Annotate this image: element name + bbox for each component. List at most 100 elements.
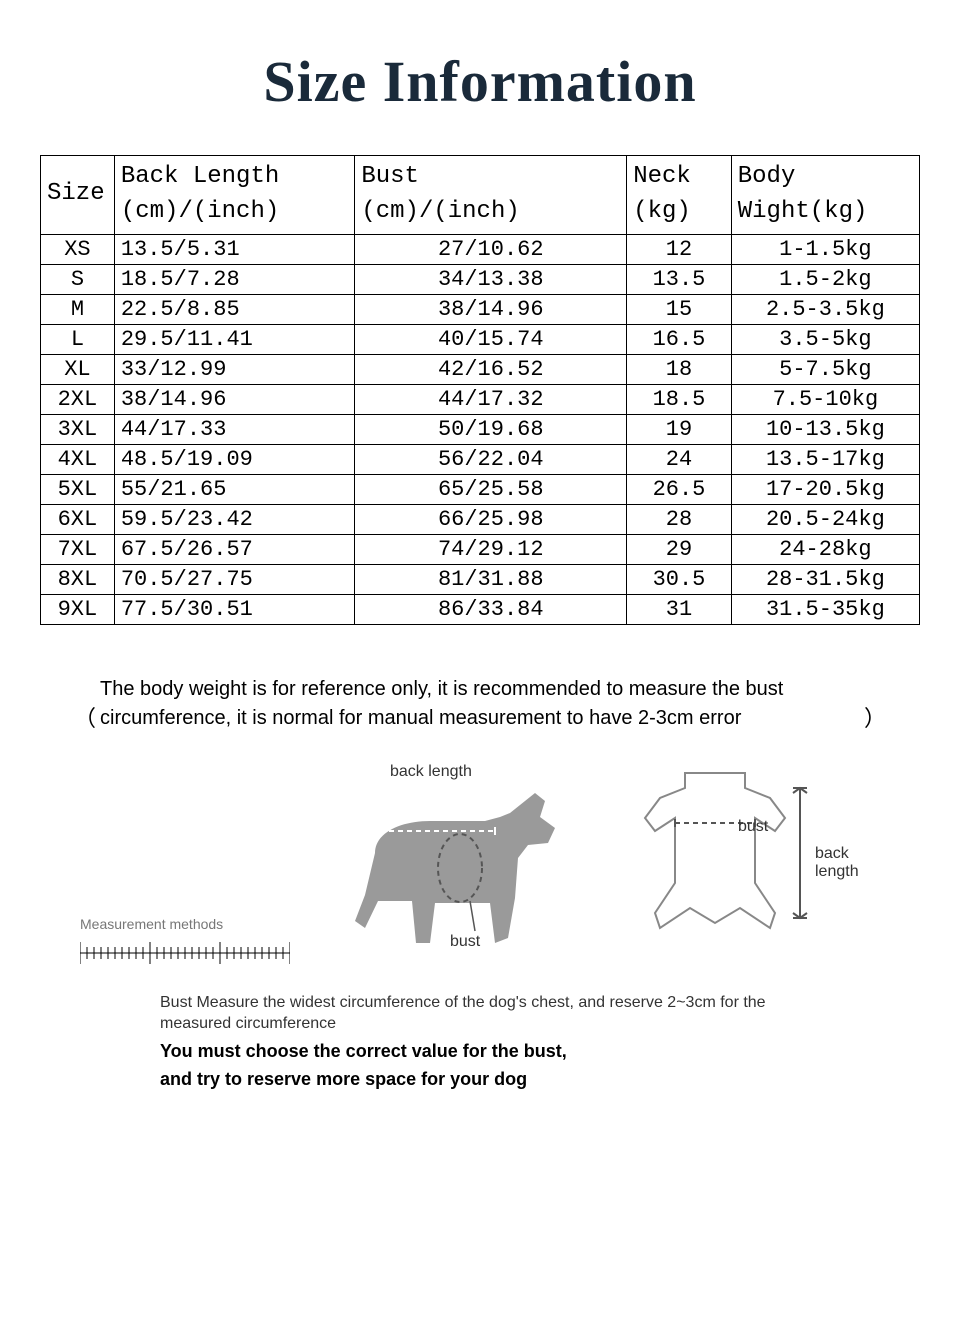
cell-neck: 31 — [627, 594, 732, 624]
cell-neck: 30.5 — [627, 564, 732, 594]
cell-back: 67.5/26.57 — [114, 534, 355, 564]
table-row: XS13.5/5.3127/10.62121-1.5kg — [41, 234, 920, 264]
cell-body: 20.5-24kg — [731, 504, 919, 534]
table-row: 8XL70.5/27.7581/31.8830.528-31.5kg — [41, 564, 920, 594]
cell-size: L — [41, 324, 115, 354]
table-row: 9XL77.5/30.5186/33.843131.5-35kg — [41, 594, 920, 624]
table-row: 3XL44/17.3350/19.681910-13.5kg — [41, 414, 920, 444]
cell-body: 1.5-2kg — [731, 264, 919, 294]
cell-body: 10-13.5kg — [731, 414, 919, 444]
note-text: The body weight is for reference only, i… — [100, 678, 783, 729]
ruler-label: Measurement methods — [80, 916, 310, 932]
table-row: XL33/12.9942/16.52185-7.5kg — [41, 354, 920, 384]
bold-line-1: You must choose the correct value for th… — [160, 1039, 800, 1063]
cell-size: 6XL — [41, 504, 115, 534]
table-row: M22.5/8.8538/14.96152.5-3.5kg — [41, 294, 920, 324]
cell-neck: 24 — [627, 444, 732, 474]
cell-back: 59.5/23.42 — [114, 504, 355, 534]
dog-back-label: back length — [390, 763, 472, 781]
jumpsuit-bust-label: bust — [738, 818, 768, 836]
ruler-block: Measurement methods — [80, 916, 310, 968]
dog-diagram: back length bust — [340, 783, 590, 968]
table-row: L29.5/11.4140/15.7416.53.5-5kg — [41, 324, 920, 354]
cell-back: 55/21.65 — [114, 474, 355, 504]
cell-bust: 34/13.38 — [355, 264, 627, 294]
dog-bust-label: bust — [450, 933, 480, 951]
cell-body: 2.5-3.5kg — [731, 294, 919, 324]
cell-bust: 56/22.04 — [355, 444, 627, 474]
table-row: 2XL38/14.9644/17.3218.57.5-10kg — [41, 384, 920, 414]
page-title: Size Information — [0, 48, 960, 115]
cell-neck: 28 — [627, 504, 732, 534]
jumpsuit-back-label: back length — [815, 845, 880, 881]
cell-bust: 38/14.96 — [355, 294, 627, 324]
cell-size: 4XL — [41, 444, 115, 474]
cell-neck: 26.5 — [627, 474, 732, 504]
cell-size: 3XL — [41, 414, 115, 444]
col-header-body: BodyWight(kg) — [731, 156, 919, 235]
cell-neck: 16.5 — [627, 324, 732, 354]
cell-back: 38/14.96 — [114, 384, 355, 414]
bust-hint: Bust Measure the widest circumference of… — [160, 992, 800, 1035]
cell-size: M — [41, 294, 115, 324]
cell-neck: 13.5 — [627, 264, 732, 294]
cell-body: 24-28kg — [731, 534, 919, 564]
cell-body: 3.5-5kg — [731, 324, 919, 354]
close-paren: ） — [864, 703, 886, 735]
measurement-note: （ The body weight is for reference only,… — [100, 675, 860, 733]
cell-neck: 18 — [627, 354, 732, 384]
col-header-bust: Bust(cm)/(inch) — [355, 156, 627, 235]
table-row: 5XL55/21.6565/25.5826.517-20.5kg — [41, 474, 920, 504]
cell-size: 2XL — [41, 384, 115, 414]
cell-back: 22.5/8.85 — [114, 294, 355, 324]
cell-neck: 19 — [627, 414, 732, 444]
cell-back: 48.5/19.09 — [114, 444, 355, 474]
cell-bust: 50/19.68 — [355, 414, 627, 444]
cell-back: 33/12.99 — [114, 354, 355, 384]
cell-size: XL — [41, 354, 115, 384]
cell-body: 13.5-17kg — [731, 444, 919, 474]
cell-back: 18.5/7.28 — [114, 264, 355, 294]
cell-back: 77.5/30.51 — [114, 594, 355, 624]
cell-body: 1-1.5kg — [731, 234, 919, 264]
cell-body: 28-31.5kg — [731, 564, 919, 594]
cell-size: 8XL — [41, 564, 115, 594]
cell-bust: 27/10.62 — [355, 234, 627, 264]
cell-bust: 86/33.84 — [355, 594, 627, 624]
cell-back: 29.5/11.41 — [114, 324, 355, 354]
col-header-back: Back Length(cm)/(inch) — [114, 156, 355, 235]
cell-size: 5XL — [41, 474, 115, 504]
cell-size: 7XL — [41, 534, 115, 564]
cell-size: S — [41, 264, 115, 294]
cell-neck: 18.5 — [627, 384, 732, 414]
cell-bust: 44/17.32 — [355, 384, 627, 414]
size-table: Size Back Length(cm)/(inch) Bust(cm)/(in… — [40, 155, 920, 625]
table-row: 7XL67.5/26.5774/29.122924-28kg — [41, 534, 920, 564]
cell-neck: 29 — [627, 534, 732, 564]
cell-bust: 42/16.52 — [355, 354, 627, 384]
cell-neck: 15 — [627, 294, 732, 324]
cell-bust: 40/15.74 — [355, 324, 627, 354]
table-row: S18.5/7.2834/13.3813.51.5-2kg — [41, 264, 920, 294]
cell-back: 70.5/27.75 — [114, 564, 355, 594]
cell-body: 5-7.5kg — [731, 354, 919, 384]
col-header-size: Size — [41, 156, 115, 235]
col-header-neck: Neck(kg) — [627, 156, 732, 235]
cell-neck: 12 — [627, 234, 732, 264]
cell-size: XS — [41, 234, 115, 264]
cell-bust: 65/25.58 — [355, 474, 627, 504]
cell-bust: 81/31.88 — [355, 564, 627, 594]
cell-bust: 66/25.98 — [355, 504, 627, 534]
jumpsuit-diagram: bust back length — [620, 763, 880, 968]
cell-body: 7.5-10kg — [731, 384, 919, 414]
table-row: 4XL48.5/19.0956/22.042413.5-17kg — [41, 444, 920, 474]
ruler-icon — [80, 938, 310, 968]
cell-back: 13.5/5.31 — [114, 234, 355, 264]
cell-bust: 74/29.12 — [355, 534, 627, 564]
cell-size: 9XL — [41, 594, 115, 624]
cell-body: 31.5-35kg — [731, 594, 919, 624]
bottom-text: Bust Measure the widest circumference of… — [160, 992, 800, 1092]
cell-back: 44/17.33 — [114, 414, 355, 444]
table-row: 6XL59.5/23.4266/25.982820.5-24kg — [41, 504, 920, 534]
jumpsuit-icon — [620, 763, 810, 963]
